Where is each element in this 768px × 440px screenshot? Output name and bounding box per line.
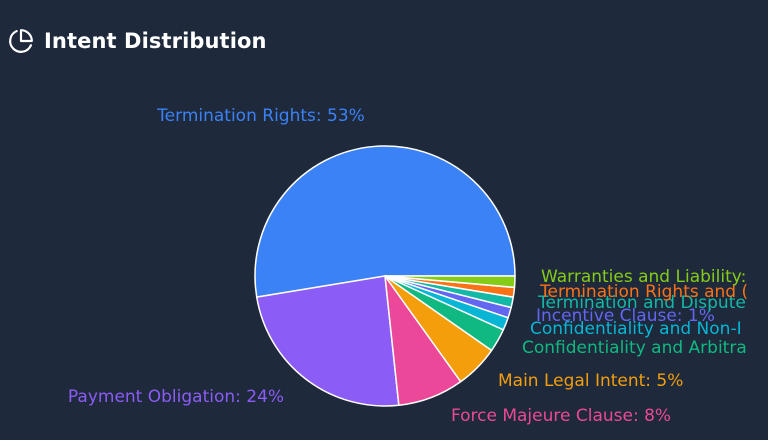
pie-label-1: Payment Obligation: 24% xyxy=(68,387,284,407)
chart-header: Intent Distribution xyxy=(8,28,267,54)
pie-slice-9[interactable] xyxy=(384,275,516,289)
pie-label-6: Incentive Clause: 1% xyxy=(536,306,715,326)
pie-label-7: Termination and Dispute xyxy=(537,293,746,313)
pie-chart-icon xyxy=(9,29,33,53)
pie-label-4: Confidentiality and Arbitra xyxy=(522,338,747,358)
pie-label-8: Termination Rights and ( xyxy=(539,282,748,302)
pie-label-0: Termination Rights: 53% xyxy=(156,106,365,126)
pie-label-5: Confidentiality and Non-I xyxy=(530,319,742,339)
page-title: Intent Distribution xyxy=(44,29,267,53)
pie-slice-0[interactable] xyxy=(254,145,516,298)
pie-label-3: Main Legal Intent: 5% xyxy=(498,371,683,391)
pie-slice-1[interactable] xyxy=(255,275,400,407)
pie-label-9: Warranties and Liability: xyxy=(541,267,746,287)
pie-label-2: Force Majeure Clause: 8% xyxy=(451,406,671,426)
